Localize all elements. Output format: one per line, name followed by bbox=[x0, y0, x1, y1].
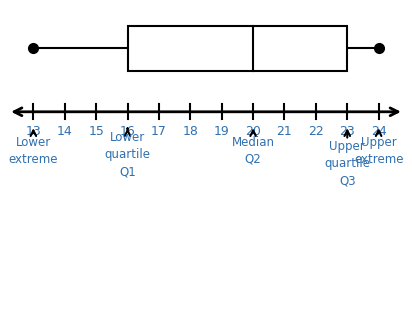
Text: Median
Q2: Median Q2 bbox=[232, 136, 274, 166]
Text: 23: 23 bbox=[339, 125, 355, 138]
Text: 13: 13 bbox=[26, 125, 41, 138]
Text: 21: 21 bbox=[276, 125, 293, 138]
Text: 15: 15 bbox=[88, 125, 104, 138]
Text: Lower
extreme: Lower extreme bbox=[9, 136, 58, 166]
Text: 14: 14 bbox=[57, 125, 73, 138]
Text: 18: 18 bbox=[183, 125, 198, 138]
Text: Upper
quartile
Q3: Upper quartile Q3 bbox=[324, 140, 370, 187]
Text: Upper
extreme: Upper extreme bbox=[354, 136, 403, 166]
Text: 20: 20 bbox=[245, 125, 261, 138]
Text: Lower
quartile
Q1: Lower quartile Q1 bbox=[105, 131, 150, 178]
Text: 22: 22 bbox=[308, 125, 324, 138]
Text: 24: 24 bbox=[371, 125, 386, 138]
Text: 17: 17 bbox=[151, 125, 167, 138]
Text: 19: 19 bbox=[214, 125, 229, 138]
Text: 16: 16 bbox=[119, 125, 136, 138]
Bar bbox=[128, 26, 347, 71]
